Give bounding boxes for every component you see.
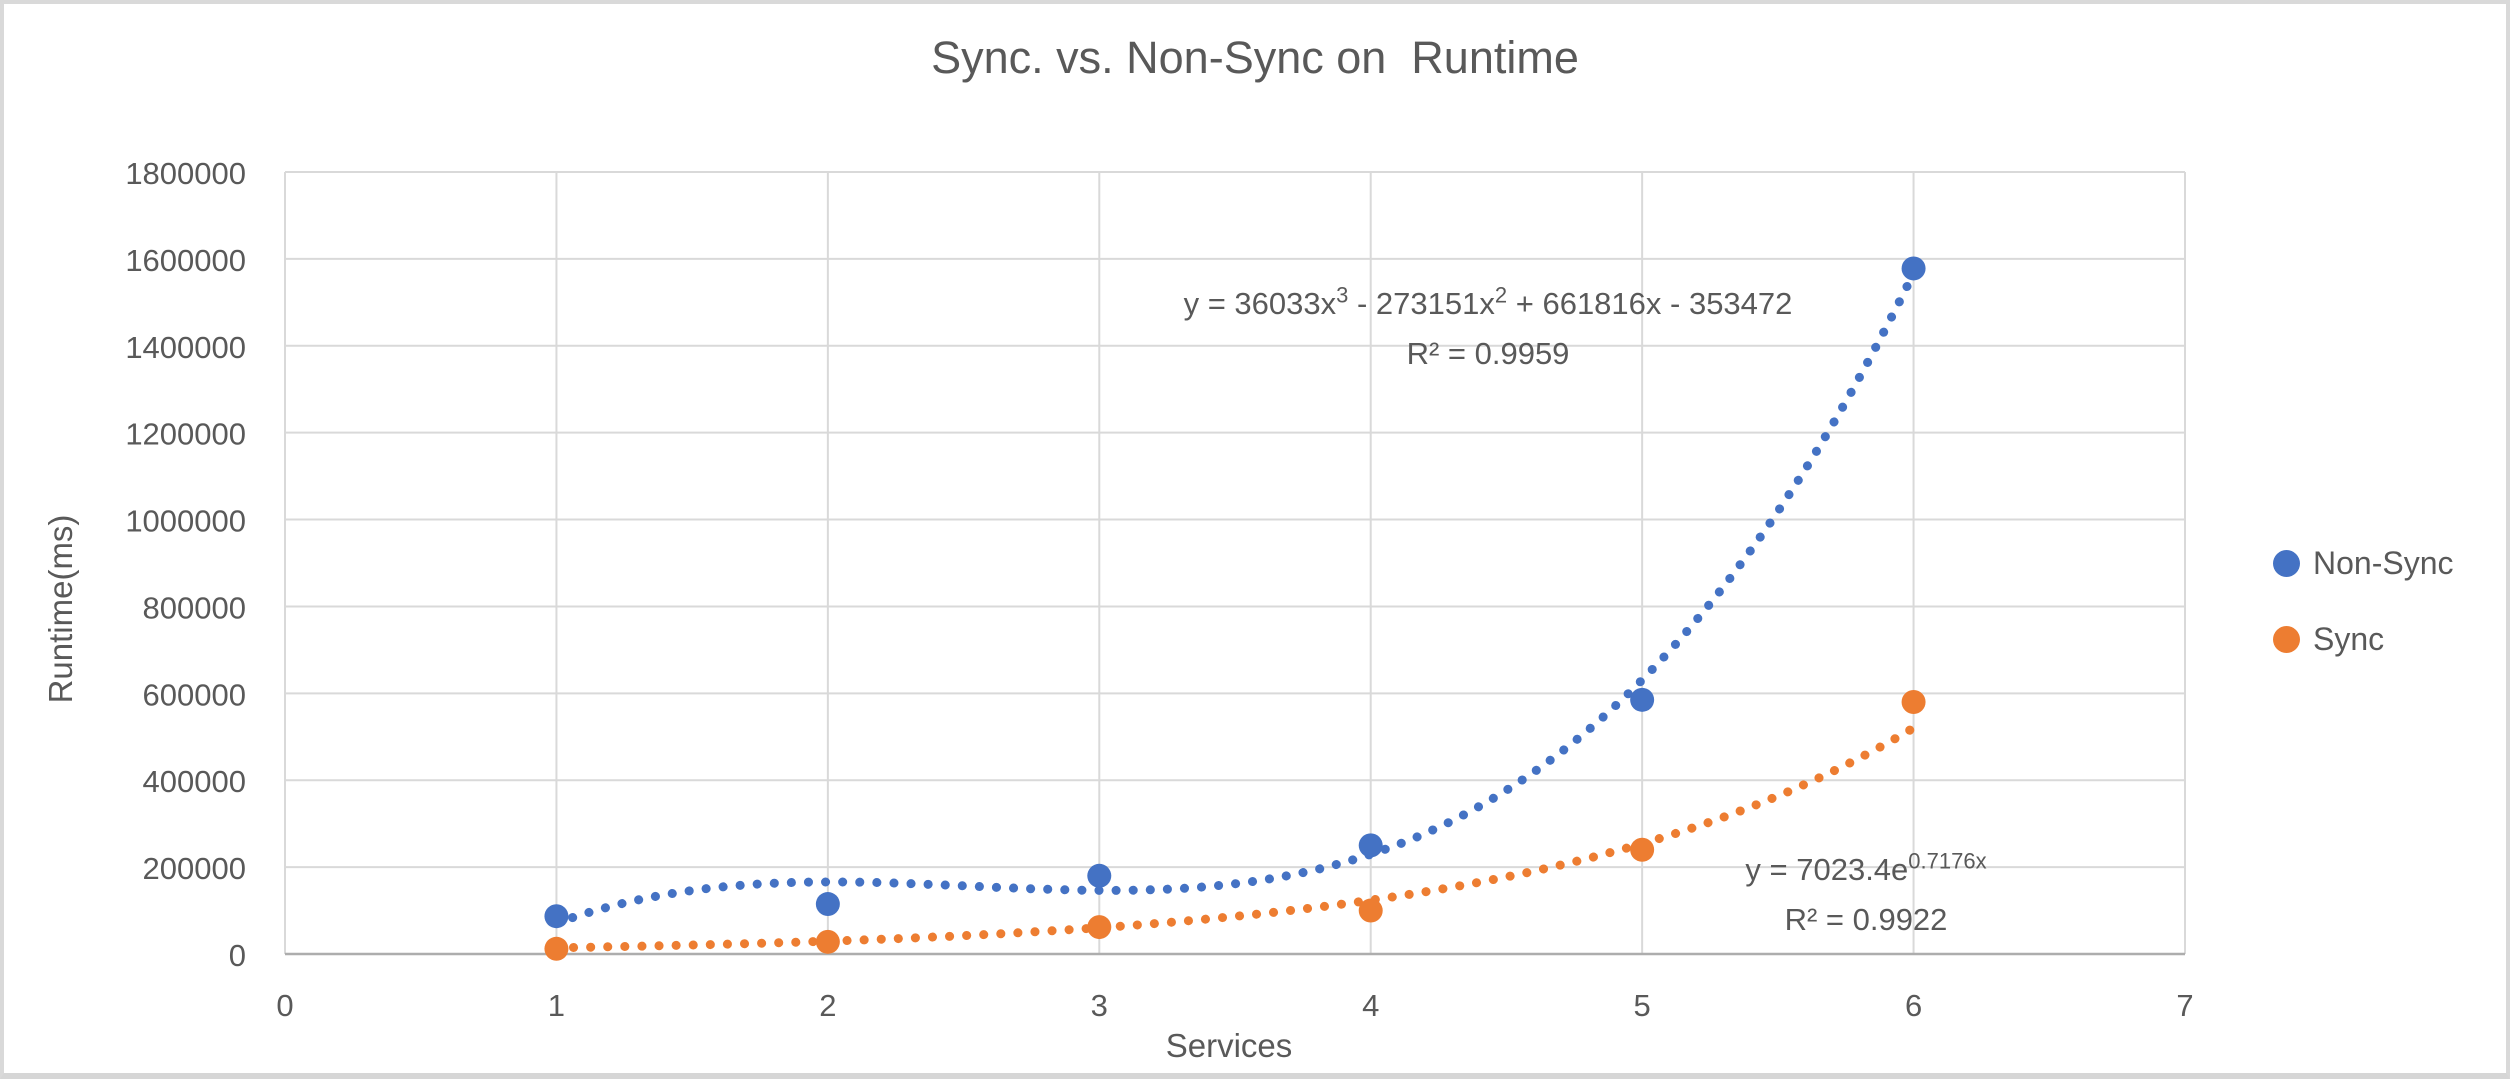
data-point-sync — [544, 936, 569, 961]
y-tick-label: 800000 — [143, 590, 246, 625]
x-tick-label: 3 — [1091, 988, 1108, 1023]
trendline-annotations: y = 36033x3 - 273151x2 + 661816x - 35347… — [4, 4, 2506, 1073]
trendline-equation-non-sync: y = 36033x3 - 273151x2 + 661816x - 35347… — [1183, 282, 1793, 371]
data-point-sync — [1358, 898, 1383, 923]
y-tick-label: 1800000 — [125, 156, 246, 191]
legend-marker-sync-icon — [2273, 625, 2300, 653]
plot-area: 0 200000 400000 600000 800000 1000000 1200000 1… — [125, 156, 2193, 1023]
chart-legend: Non-Sync Sync — [2273, 545, 2454, 657]
legend-label-non-sync: Non-Sync — [2313, 544, 2454, 581]
data-point-sync — [1901, 690, 1926, 715]
y-tick-label: 1200000 — [125, 417, 246, 452]
x-tick-label: 4 — [1362, 988, 1379, 1023]
trendline-non-sync — [551, 268, 1919, 928]
y-tick-label: 1000000 — [125, 504, 246, 539]
legend-label-sync: Sync — [2313, 620, 2385, 657]
data-point-sync — [1087, 915, 1112, 940]
data-point-non-sync — [815, 892, 840, 917]
y-tick-label: 1600000 — [125, 243, 246, 278]
chart-title: Sync. vs. Non-Sync on Runtime — [931, 32, 1579, 83]
data-point-non-sync — [1630, 687, 1655, 712]
data-point-non-sync — [1358, 833, 1383, 858]
x-tick-label: 5 — [1634, 988, 1651, 1023]
data-point-non-sync — [544, 904, 569, 929]
data-point-sync — [815, 929, 840, 954]
data-point-non-sync — [1901, 256, 1926, 281]
trendline-sync — [551, 723, 1919, 953]
legend-item-sync: Sync — [2273, 621, 2454, 657]
x-tick-label: 1 — [548, 988, 565, 1023]
x-tick-label: 6 — [1905, 988, 1922, 1023]
legend-marker-non-sync-icon — [2273, 549, 2300, 577]
legend-item-non-sync: Non-Sync — [2273, 545, 2454, 581]
y-tick-label: 200000 — [143, 851, 246, 886]
x-tick-label: 2 — [819, 988, 836, 1023]
x-tick-label: 0 — [276, 988, 293, 1023]
data-point-non-sync — [1087, 863, 1112, 888]
y-tick-label: 0 — [229, 938, 246, 973]
y-tick-label: 600000 — [143, 677, 246, 712]
y-tick-label: 400000 — [143, 764, 246, 799]
x-tick-label: 7 — [2176, 988, 2193, 1023]
trendline-equation-sync: y = 7023.4e0.7176x R² = 0.9922 — [1745, 848, 1987, 937]
x-axis-title: Services — [1165, 1027, 1293, 1064]
data-point-sync — [1630, 837, 1655, 862]
y-tick-label: 1400000 — [125, 330, 246, 365]
